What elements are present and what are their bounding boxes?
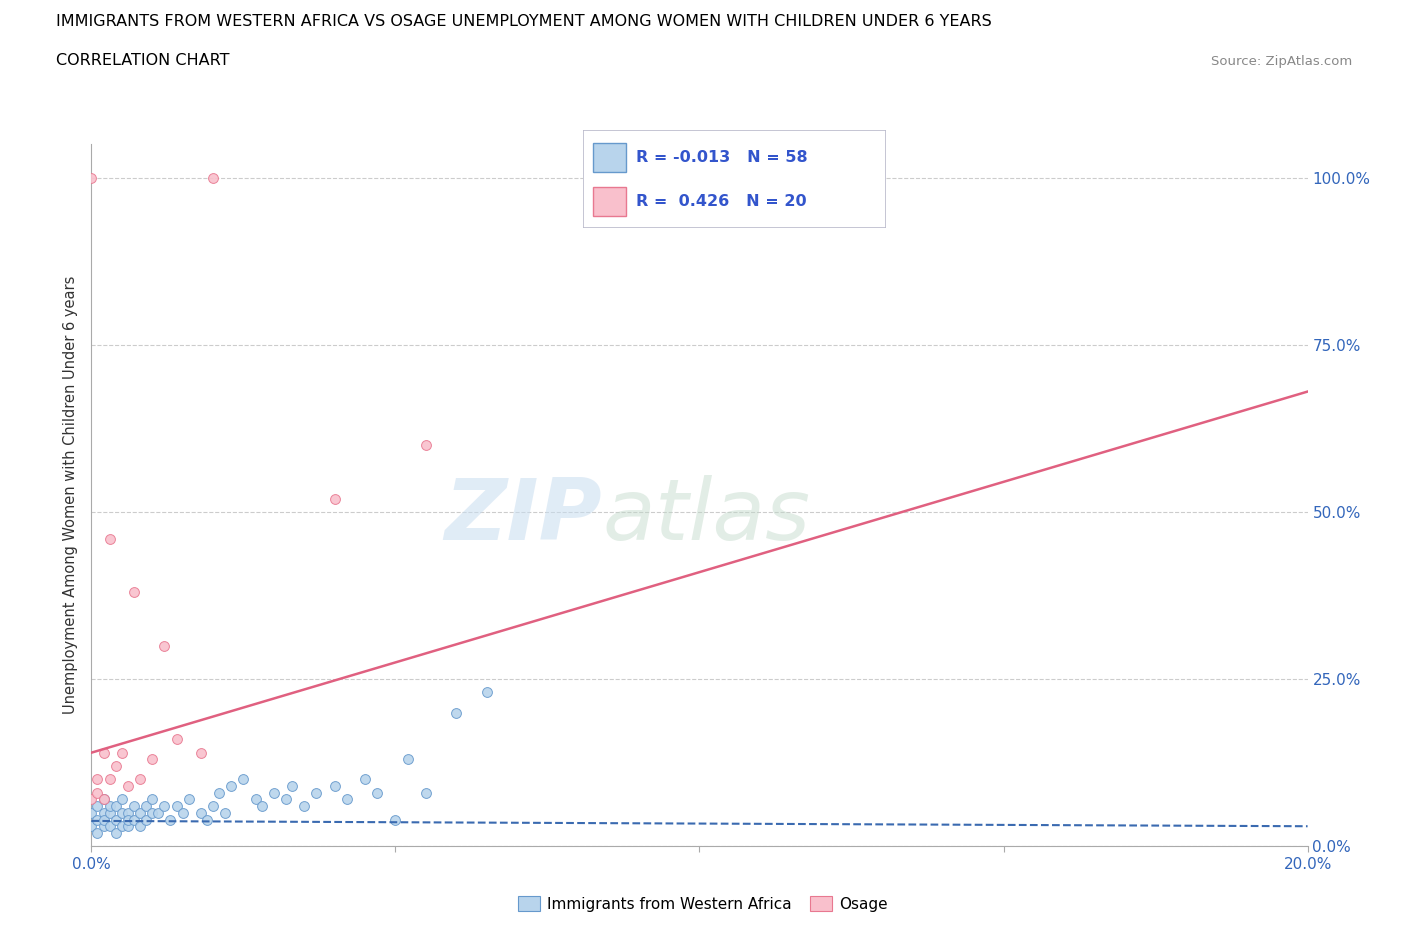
Point	[93, 812, 115, 827]
Point	[117, 778, 139, 793]
Text: R =  0.426   N = 20: R = 0.426 N = 20	[637, 194, 807, 209]
Point	[153, 638, 176, 653]
Point	[148, 805, 170, 820]
Point	[111, 805, 134, 820]
Point	[202, 170, 225, 185]
Point	[129, 805, 152, 820]
Point	[86, 812, 108, 827]
Point	[104, 826, 127, 841]
Point	[245, 792, 267, 807]
Point	[281, 778, 304, 793]
Point	[111, 745, 134, 760]
Point	[86, 785, 108, 800]
Point	[190, 745, 212, 760]
Point	[336, 792, 359, 807]
Point	[292, 799, 315, 814]
Point	[129, 772, 152, 787]
Point	[104, 812, 127, 827]
Point	[129, 818, 152, 833]
Point	[305, 785, 328, 800]
Point	[93, 745, 115, 760]
Point	[208, 785, 231, 800]
Point	[396, 752, 419, 767]
Point	[444, 705, 467, 720]
Point	[111, 792, 134, 807]
Point	[104, 759, 127, 774]
Point	[366, 785, 388, 800]
Point	[86, 826, 108, 841]
Point	[98, 531, 121, 546]
Point	[166, 799, 188, 814]
Point	[117, 805, 139, 820]
Point	[274, 792, 297, 807]
Point	[98, 818, 121, 833]
Point	[323, 491, 346, 506]
Text: R = -0.013   N = 58: R = -0.013 N = 58	[637, 150, 808, 165]
Point	[80, 805, 103, 820]
Point	[232, 772, 254, 787]
Point	[104, 799, 127, 814]
Point	[86, 799, 108, 814]
Point	[98, 799, 121, 814]
Point	[214, 805, 236, 820]
Point	[93, 818, 115, 833]
FancyBboxPatch shape	[592, 187, 626, 216]
Point	[98, 805, 121, 820]
Point	[93, 792, 115, 807]
Point	[141, 792, 163, 807]
Point	[122, 812, 145, 827]
Point	[195, 812, 218, 827]
Point	[117, 818, 139, 833]
Point	[141, 805, 163, 820]
Point	[172, 805, 194, 820]
Y-axis label: Unemployment Among Women with Children Under 6 years: Unemployment Among Women with Children U…	[63, 276, 79, 714]
Point	[80, 170, 103, 185]
Point	[122, 585, 145, 600]
Point	[153, 799, 176, 814]
Point	[323, 778, 346, 793]
Text: Source: ZipAtlas.com: Source: ZipAtlas.com	[1212, 55, 1353, 68]
FancyBboxPatch shape	[592, 143, 626, 172]
Point	[415, 785, 437, 800]
Point	[80, 792, 103, 807]
Point	[159, 812, 181, 827]
Point	[93, 805, 115, 820]
Point	[202, 799, 225, 814]
Point	[135, 799, 157, 814]
Legend: Immigrants from Western Africa, Osage: Immigrants from Western Africa, Osage	[512, 890, 894, 918]
Point	[86, 772, 108, 787]
Point	[354, 772, 377, 787]
Point	[135, 812, 157, 827]
Point	[475, 685, 498, 700]
FancyBboxPatch shape	[583, 130, 886, 228]
Text: atlas: atlas	[602, 475, 810, 558]
Point	[250, 799, 273, 814]
Text: ZIP: ZIP	[444, 475, 602, 558]
Point	[219, 778, 242, 793]
Point	[80, 818, 103, 833]
Point	[122, 799, 145, 814]
Point	[415, 438, 437, 453]
Point	[263, 785, 285, 800]
Point	[384, 812, 406, 827]
Point	[177, 792, 200, 807]
Point	[93, 792, 115, 807]
Point	[117, 812, 139, 827]
Point	[111, 818, 134, 833]
Point	[190, 805, 212, 820]
Point	[141, 752, 163, 767]
Text: IMMIGRANTS FROM WESTERN AFRICA VS OSAGE UNEMPLOYMENT AMONG WOMEN WITH CHILDREN U: IMMIGRANTS FROM WESTERN AFRICA VS OSAGE …	[56, 14, 993, 29]
Point	[166, 732, 188, 747]
Point	[98, 772, 121, 787]
Text: CORRELATION CHART: CORRELATION CHART	[56, 53, 229, 68]
